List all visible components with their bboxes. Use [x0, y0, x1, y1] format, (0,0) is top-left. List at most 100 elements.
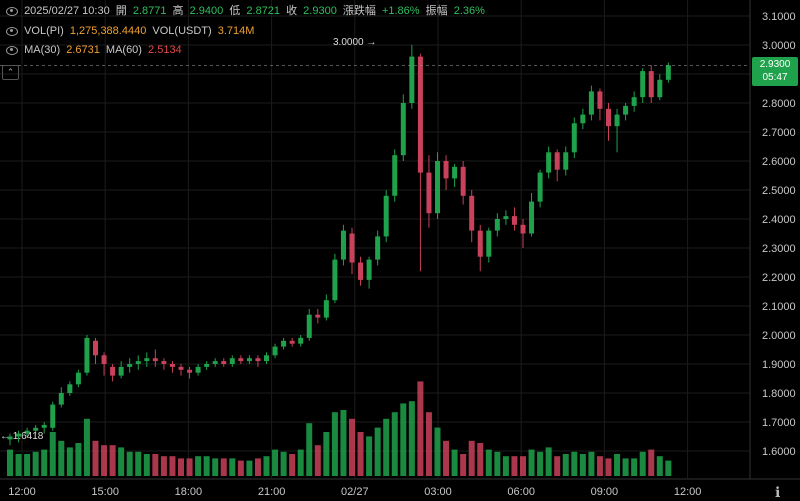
amplitude-label: 振幅 [425, 5, 448, 17]
x-tick-label: 09:00 [591, 486, 619, 498]
candle-body [383, 195, 389, 237]
candle-body [169, 364, 175, 367]
y-tick-label: 1.8000 [762, 388, 796, 400]
cursor-icon[interactable]: ℹ [775, 484, 781, 500]
candle-body [7, 436, 13, 440]
candle-body [443, 161, 449, 179]
volume-bar [494, 451, 501, 476]
volume-bar [246, 460, 253, 476]
volume-bar [502, 456, 509, 476]
candle-body [281, 340, 287, 347]
volume-bar [485, 449, 492, 476]
candle-body [41, 424, 47, 428]
candle-body [212, 361, 218, 364]
candle-body [546, 152, 552, 173]
low-label: 低 [229, 5, 241, 17]
candle-body [460, 166, 466, 196]
candle-body [426, 172, 432, 214]
volume-bar [220, 458, 227, 476]
time-axis[interactable]: 12:00 15:00 18:00 21:00 02/27 03:00 06:00 09:00… [8, 486, 701, 498]
volume-bar [15, 454, 22, 476]
candle-body [195, 366, 201, 373]
candle-body [135, 361, 141, 364]
candle-body [152, 358, 158, 362]
candle-body [306, 314, 312, 338]
candle-body [657, 79, 663, 98]
volume-bar [314, 445, 321, 476]
candle-body [469, 195, 475, 231]
volume-bar [349, 418, 355, 476]
volume-bar [280, 451, 287, 476]
ma60-value: 2.5134 [148, 44, 182, 56]
x-tick-label: 15:00 [91, 486, 119, 498]
ma60-label: MA(60) [105, 44, 142, 56]
volume-bar [109, 445, 116, 476]
volume-bar [451, 449, 458, 476]
volume-bar [340, 410, 347, 476]
volume-bar [212, 458, 219, 476]
ma-legend: MA(30) 2.6731 MA(60) 2.5134 [6, 43, 185, 57]
volume-bar [571, 451, 578, 476]
high-marker: 3.0000 → [333, 37, 377, 48]
volume-bar [169, 456, 176, 476]
candle-body [563, 152, 569, 170]
volume-bar [7, 449, 13, 476]
candle-body [221, 361, 227, 364]
volume-bar [477, 443, 484, 476]
candle-body [435, 161, 440, 214]
volume-bar [400, 403, 407, 476]
candle-body [452, 166, 458, 179]
candle-body [580, 114, 586, 124]
volume-bar [511, 456, 518, 476]
volume-bar [639, 451, 646, 476]
volume-bar [195, 456, 202, 476]
candle-body [417, 56, 423, 173]
candle-body [366, 259, 372, 280]
y-tick-label: 2.3000 [762, 243, 796, 255]
x-tick-label: 12:00 [8, 486, 36, 498]
high-label: 高 [172, 5, 184, 17]
eye-icon[interactable] [6, 45, 18, 55]
volume-bar [160, 456, 167, 476]
volume-bar [631, 458, 638, 476]
open-value: 2.8771 [132, 5, 167, 17]
open-label: 開 [115, 5, 127, 17]
candle-body [597, 91, 603, 109]
volume-bar [468, 440, 475, 476]
chevron-up-icon[interactable]: ⌃ [2, 65, 19, 80]
x-tick-label: 12:00 [674, 486, 702, 498]
volume-bar [596, 456, 603, 476]
volume-bar [24, 454, 31, 476]
volume-bar [656, 456, 663, 476]
candle-body [520, 224, 526, 234]
volume-bar [83, 418, 90, 476]
y-tick-label: 2.8000 [762, 98, 796, 110]
eye-icon[interactable] [6, 26, 18, 36]
volume-bar [614, 454, 621, 476]
y-tick-label: 3.1000 [762, 11, 796, 23]
price-axis[interactable]: 3.10003.00002.90002.80002.70002.60002.50… [762, 11, 796, 458]
eye-icon[interactable] [6, 6, 18, 16]
volume-bar [75, 443, 82, 476]
volume-bar [272, 449, 279, 476]
candle-body [144, 358, 150, 362]
ma30-label: MA(30) [24, 44, 61, 56]
candle-body [246, 358, 252, 362]
x-tick-label: 03:00 [424, 486, 452, 498]
volume-bar [41, 449, 48, 476]
volume-bar [520, 456, 526, 476]
y-tick-label: 2.0000 [762, 330, 796, 342]
y-tick-label: 2.6000 [762, 156, 796, 168]
candle-body [315, 314, 321, 318]
volume-bar [263, 456, 270, 476]
ohlc-legend: 2025/02/27 10:30 開 2.8771 高 2.9400 低 2.8… [6, 4, 488, 18]
volume-bar [289, 454, 296, 476]
volume-bar [665, 460, 672, 476]
candle-body [340, 230, 346, 260]
y-tick-label: 3.0000 [762, 40, 796, 52]
candle-body [178, 366, 184, 370]
y-tick-label: 2.5000 [762, 185, 796, 197]
ma30-value: 2.6731 [66, 44, 100, 56]
candle-body [298, 337, 304, 344]
